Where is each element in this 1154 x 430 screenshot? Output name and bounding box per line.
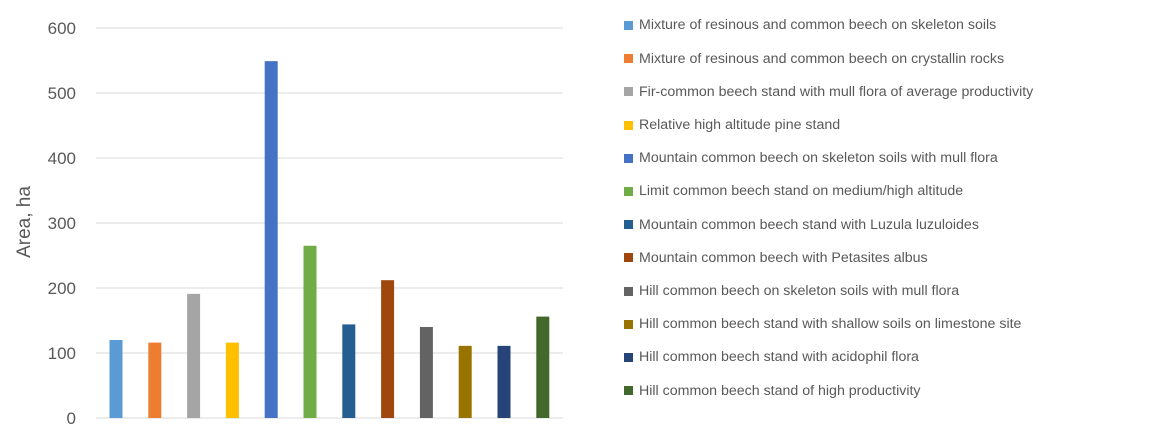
legend-label: Relative high altitude pine stand xyxy=(639,117,841,134)
legend-label: Mountain common beech stand with Luzula … xyxy=(639,216,979,233)
y-tick-label: 600 xyxy=(48,19,76,38)
legend-item: Mountain common beech with Petasites alb… xyxy=(624,241,1152,274)
bar xyxy=(458,345,472,418)
y-tick-label: 400 xyxy=(48,149,76,168)
legend-swatch xyxy=(624,386,633,396)
bar xyxy=(497,345,511,418)
legend-label: Mountain common beech on skeleton soils … xyxy=(639,150,998,167)
bar xyxy=(225,342,239,418)
bar xyxy=(419,327,433,418)
bar xyxy=(536,316,550,418)
legend-item: Relative high altitude pine stand xyxy=(624,109,1152,142)
legend-swatch xyxy=(624,286,633,296)
legend: Mixture of resinous and common beech on … xyxy=(624,9,1152,407)
legend-label: Hill common beech stand with acidophil f… xyxy=(639,349,919,366)
legend-swatch xyxy=(624,253,633,263)
y-tick-label: 0 xyxy=(67,409,76,428)
bar xyxy=(381,280,395,418)
bar xyxy=(109,340,123,418)
legend-swatch xyxy=(624,319,633,329)
y-tick-label: 200 xyxy=(48,279,76,298)
bar-chart: 0 100 200 300 400 500 600 Area, ha xyxy=(14,19,563,428)
legend-swatch xyxy=(624,54,633,64)
legend-label: Hill common beech stand with shallow soi… xyxy=(639,316,1022,333)
bar xyxy=(148,342,162,418)
legend-swatch xyxy=(624,21,633,31)
legend-swatch xyxy=(624,187,633,197)
legend-item: Mixture of resinous and common beech on … xyxy=(624,42,1152,75)
legend-swatch xyxy=(624,120,633,130)
y-tick-label: 500 xyxy=(48,84,76,103)
legend-swatch xyxy=(624,87,633,97)
legend-label: Hill common beech on skeleton soils with… xyxy=(639,282,960,299)
legend-item: Hill common beech stand of high producti… xyxy=(624,374,1152,407)
y-axis-label: Area, ha xyxy=(14,186,35,258)
legend-label: Hill common beech stand of high producti… xyxy=(639,382,921,399)
legend-swatch xyxy=(624,352,633,362)
bar xyxy=(342,324,356,418)
y-tick-label: 300 xyxy=(48,214,76,233)
y-axis-ticks: 0 100 200 300 400 500 600 xyxy=(48,19,76,428)
gridlines xyxy=(96,27,563,419)
legend-item: Mountain common beech stand with Luzula … xyxy=(624,208,1152,241)
y-tick-label: 100 xyxy=(48,344,76,363)
legend-swatch xyxy=(624,153,633,163)
legend-item: Mixture of resinous and common beech on … xyxy=(624,9,1152,42)
legend-item: Mountain common beech on skeleton soils … xyxy=(624,142,1152,175)
bar xyxy=(187,293,201,418)
legend-label: Mountain common beech with Petasites alb… xyxy=(639,249,928,266)
legend-swatch xyxy=(624,220,633,230)
legend-label: Mixture of resinous and common beech on … xyxy=(639,50,1005,67)
legend-item: Hill common beech stand with acidophil f… xyxy=(624,341,1152,374)
bar xyxy=(264,61,278,419)
legend-label: Mixture of resinous and common beech on … xyxy=(639,17,997,34)
legend-item: Fir-common beech stand with mull flora o… xyxy=(624,75,1152,108)
legend-label: Limit common beech stand on medium/high … xyxy=(639,183,964,200)
legend-item: Hill common beech on skeleton soils with… xyxy=(624,275,1152,308)
legend-item: Hill common beech stand with shallow soi… xyxy=(624,308,1152,341)
bar xyxy=(303,245,317,418)
legend-item: Limit common beech stand on medium/high … xyxy=(624,175,1152,208)
bars xyxy=(109,61,550,419)
legend-label: Fir-common beech stand with mull flora o… xyxy=(639,83,1034,100)
